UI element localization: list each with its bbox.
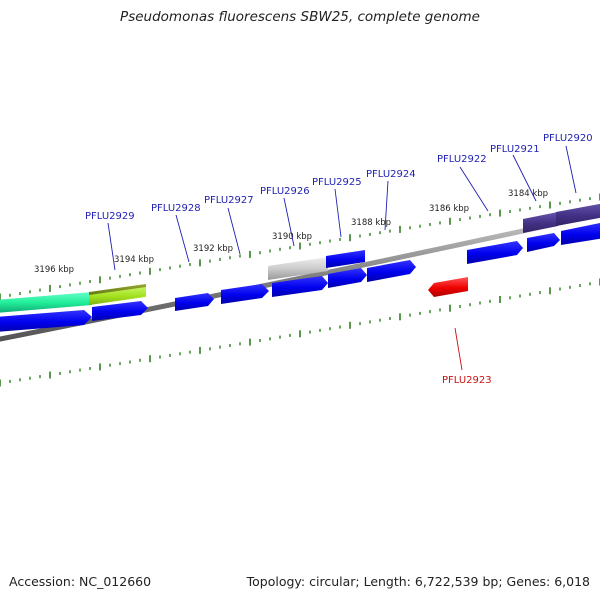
gene-arrow-pflu2925[interactable] <box>328 268 367 288</box>
feature-purple-bar-1 <box>523 212 558 233</box>
gene-label-pflu2921[interactable]: PFLU2921 <box>490 144 540 155</box>
gene-label-pflu2924[interactable]: PFLU2924 <box>366 169 416 180</box>
gene-label-pflu2922[interactable]: PFLU2922 <box>437 154 487 165</box>
feature-teal-bar <box>0 292 92 313</box>
gene-arrow-pflu2924[interactable] <box>367 260 416 282</box>
gene-arrow-pflu2929b[interactable] <box>92 301 148 321</box>
outer-scale-ticks <box>0 193 600 301</box>
gene-label-pflu2920[interactable]: PFLU2920 <box>543 133 593 144</box>
genome-summary-text: Topology: circular; Length: 6,722,539 bp… <box>246 574 590 589</box>
gene-label-pflu2929[interactable]: PFLU2929 <box>85 211 135 222</box>
gene-arrow-pflu2923[interactable] <box>428 277 468 297</box>
scale-label-3196: 3196 kbp <box>34 265 74 275</box>
feature-track <box>0 203 600 313</box>
feature-lime-bar <box>89 287 146 305</box>
gene-arrow-pflu2928[interactable] <box>175 293 214 311</box>
gene-arrow-pflu2929[interactable] <box>0 310 92 332</box>
gene-arrow-pflu2926[interactable] <box>272 276 328 297</box>
gene-arrow-pflu2920[interactable] <box>561 222 600 245</box>
gene-leader-lines <box>107 145 577 271</box>
gene-labels: PFLU2929 PFLU2928 PFLU2927 PFLU2926 PFLU… <box>85 133 593 222</box>
scale-label-3186: 3186 kbp <box>429 204 469 214</box>
feature-grey-bar <box>268 257 328 280</box>
scale-label-3192: 3192 kbp <box>193 244 233 254</box>
gene-leader-line-pflu2923 <box>454 327 463 371</box>
accession-text: Accession: NC_012660 <box>9 574 152 589</box>
scale-label-3188: 3188 kbp <box>351 218 391 228</box>
scale-label-3184: 3184 kbp <box>508 189 548 199</box>
gene-arrow-pflu2925-top[interactable] <box>326 250 365 268</box>
gene-arrow-pflu2922[interactable] <box>467 241 523 264</box>
gene-label-pflu2926[interactable]: PFLU2926 <box>260 186 310 197</box>
scale-label-3194: 3194 kbp <box>114 255 154 265</box>
gene-arrow-pflu2927[interactable] <box>221 284 269 304</box>
gene-label-pflu2928[interactable]: PFLU2928 <box>151 203 201 214</box>
genome-title: Pseudomonas fluorescens SBW25, complete … <box>120 9 480 25</box>
forward-genes <box>0 222 600 332</box>
gene-arrow-pflu2921[interactable] <box>527 233 560 252</box>
gene-label-pflu2927[interactable]: PFLU2927 <box>204 195 254 206</box>
feature-purple-bar-2 <box>556 203 600 226</box>
gene-label-pflu2923[interactable]: PFLU2923 <box>442 375 492 386</box>
inner-scale-ticks <box>0 278 600 387</box>
gene-label-pflu2925[interactable]: PFLU2925 <box>312 177 362 188</box>
